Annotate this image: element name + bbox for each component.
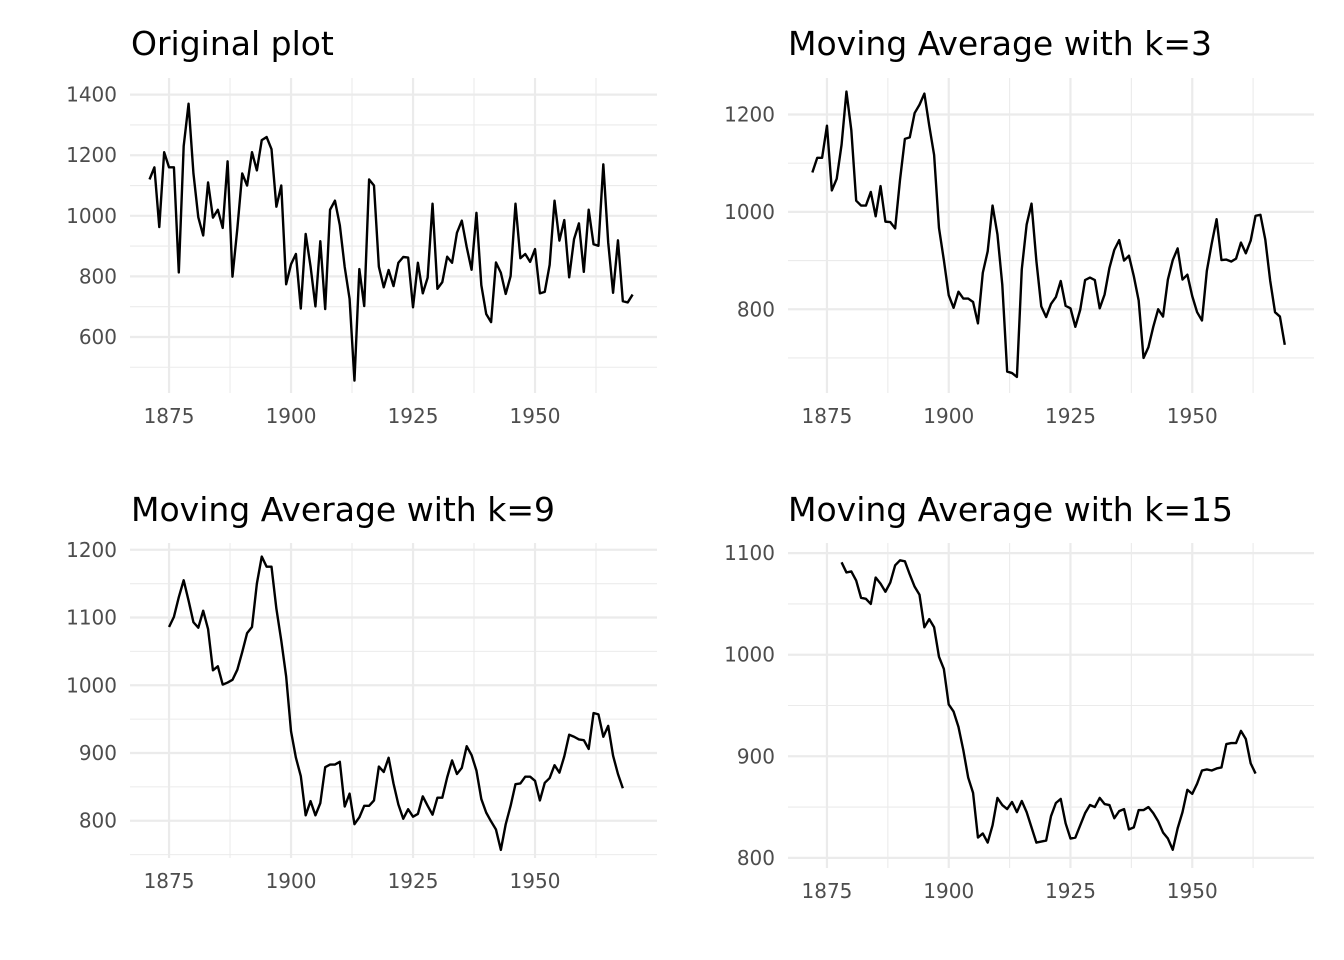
gridlines <box>130 543 657 858</box>
y-tick-label: 1200 <box>66 143 117 167</box>
x-tick-label: 1950 <box>510 869 561 893</box>
x-tick-label: 1950 <box>1167 879 1218 903</box>
gridlines <box>130 78 657 393</box>
series-line <box>840 559 1257 851</box>
x-tick-label: 1875 <box>802 404 853 428</box>
y-tick-label: 900 <box>737 744 775 768</box>
panel-original: Original plot 1875 1900 1925 1950 600 800 1000… <box>66 24 657 428</box>
y-tick-label: 1100 <box>724 541 775 565</box>
y-tick-label: 1000 <box>66 673 117 697</box>
gridlines <box>788 543 1314 868</box>
x-tick-label: 1925 <box>388 869 439 893</box>
x-tick-label: 1925 <box>388 404 439 428</box>
y-tick-label: 800 <box>79 809 117 833</box>
panel-title: Original plot <box>131 24 334 63</box>
x-tick-label: 1925 <box>1045 404 1096 428</box>
x-tick-label: 1900 <box>266 404 317 428</box>
y-tick-label: 1200 <box>724 103 775 127</box>
y-tick-label: 1100 <box>66 606 117 630</box>
panel-ma-k15: Moving Average with k=15 1875 1900 1925 195… <box>724 490 1314 903</box>
x-tick-label: 1950 <box>510 404 561 428</box>
x-tick-label: 1875 <box>144 404 195 428</box>
panel-title: Moving Average with k=9 <box>131 490 555 529</box>
x-tick-label: 1875 <box>144 869 195 893</box>
x-tick-label: 1950 <box>1167 404 1218 428</box>
x-tick-label: 1900 <box>923 404 974 428</box>
y-tick-label: 800 <box>737 846 775 870</box>
x-tick-label: 1925 <box>1045 879 1096 903</box>
x-tick-label: 1900 <box>266 869 317 893</box>
panel-title: Moving Average with k=3 <box>788 24 1212 63</box>
y-tick-label: 1200 <box>66 538 117 562</box>
series-line <box>167 555 624 852</box>
y-tick-label: 1400 <box>66 83 117 107</box>
series-line <box>148 102 634 382</box>
y-tick-label: 1000 <box>66 204 117 228</box>
y-tick-label: 600 <box>79 325 117 349</box>
y-tick-label: 1000 <box>724 200 775 224</box>
y-tick-label: 900 <box>79 741 117 765</box>
y-tick-label: 800 <box>737 297 775 321</box>
series-line <box>811 90 1286 379</box>
gridlines <box>788 78 1314 393</box>
x-tick-label: 1900 <box>923 879 974 903</box>
panel-ma-k9: Moving Average with k=9 1875 1900 1925 1950… <box>66 490 657 893</box>
panel-title: Moving Average with k=15 <box>788 490 1233 529</box>
x-tick-label: 1875 <box>802 879 853 903</box>
y-tick-label: 800 <box>79 264 117 288</box>
y-tick-label: 1000 <box>724 643 775 667</box>
panel-ma-k3: Moving Average with k=3 1875 1900 1925 1950… <box>724 24 1314 428</box>
